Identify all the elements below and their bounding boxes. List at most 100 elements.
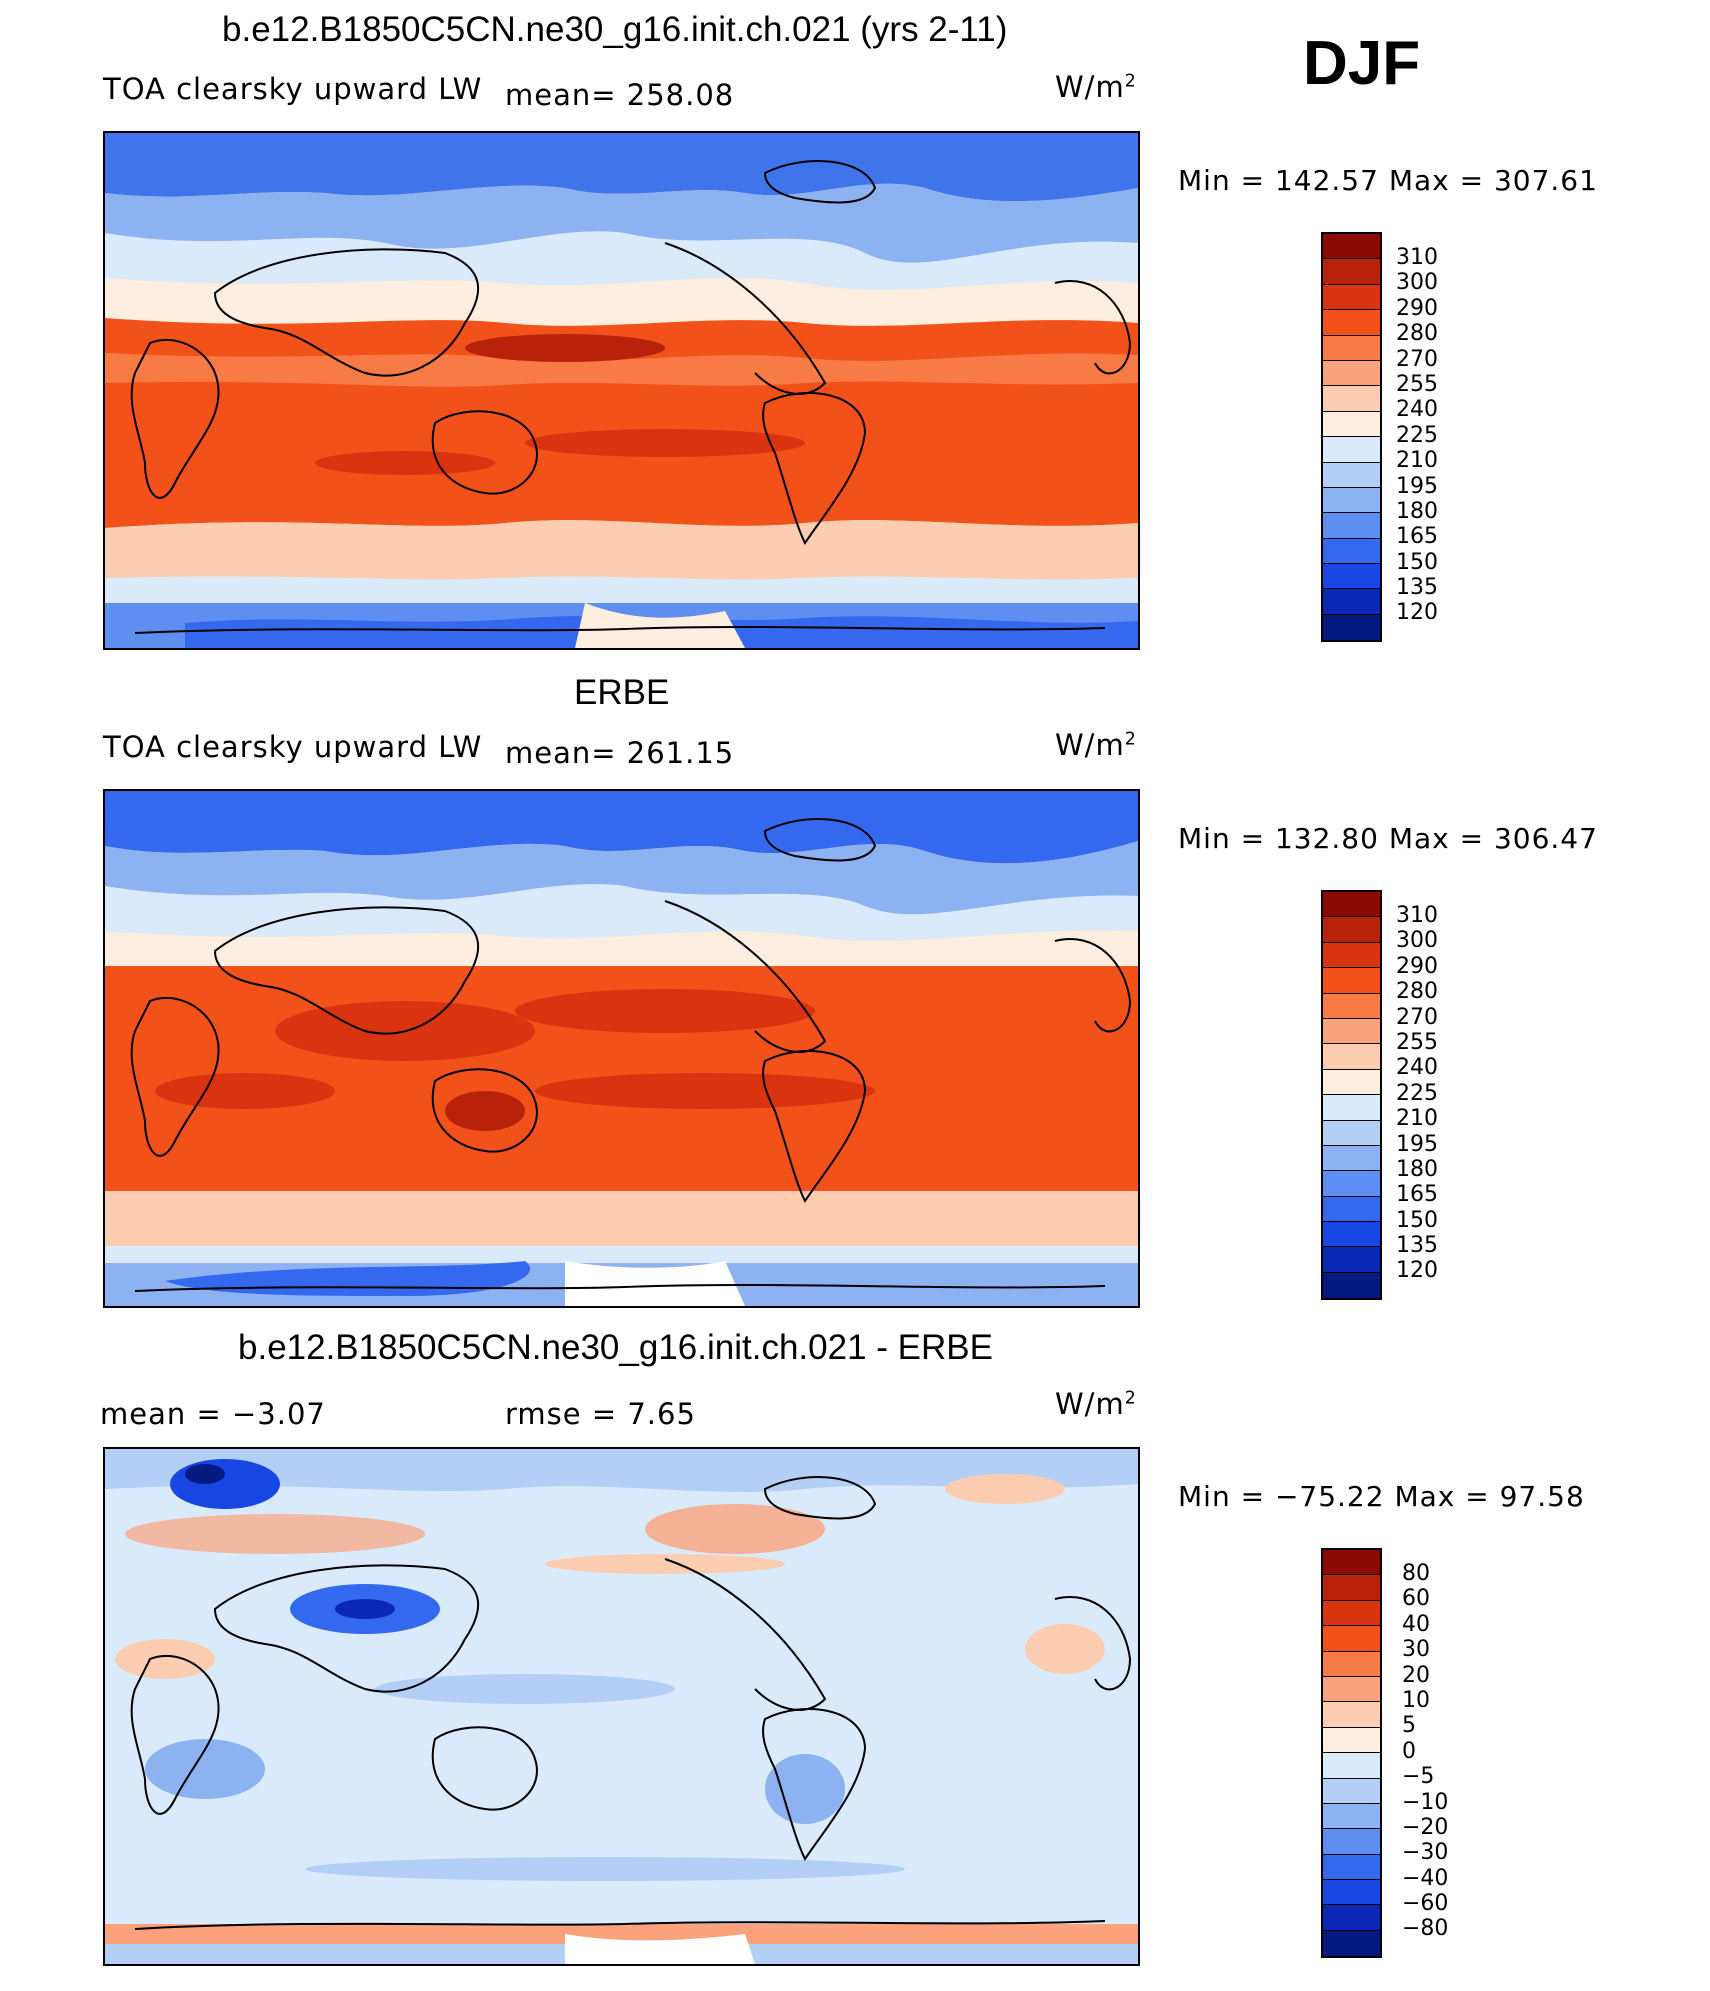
panel2-colorbar-seg — [1323, 1120, 1380, 1146]
panel2-tick: 180 — [1396, 1156, 1438, 1182]
panel1-minmax: Min = 142.57 Max = 307.61 — [1178, 164, 1598, 197]
panel3-colorbar-seg — [1323, 1753, 1380, 1779]
panel3-minmax: Min = −75.22 Max = 97.58 — [1178, 1480, 1585, 1513]
panel2-hot-pacific — [515, 989, 815, 1033]
panel3-map — [103, 1447, 1140, 1966]
panel1-colorbar-seg — [1323, 386, 1380, 412]
panel2-colorbar-seg — [1323, 968, 1380, 994]
panel1-colorbar-seg — [1323, 234, 1380, 260]
panel2-band-southocean — [105, 1246, 1138, 1263]
panel1-tick: 165 — [1396, 524, 1438, 550]
panel1-colorbar-seg — [1323, 513, 1380, 539]
panel2-colorbar-seg — [1323, 1171, 1380, 1197]
panel3-tick: 10 — [1402, 1687, 1430, 1713]
panel3-cool-southern — [305, 1857, 905, 1881]
panel2-coastlines — [130, 818, 1132, 1292]
panel1-colorbar-seg — [1323, 589, 1380, 615]
panel2-band-subarctic — [105, 841, 1138, 915]
panel2-band-midlat — [105, 884, 1138, 941]
panel2-colorbar-seg — [1323, 892, 1380, 918]
panel2-title: ERBE — [574, 673, 670, 712]
panel3-tick: −80 — [1402, 1916, 1449, 1942]
panel3-colorbar-seg — [1323, 1778, 1380, 1804]
panel1-band-subtropics — [105, 353, 1138, 387]
panel1-map — [103, 131, 1140, 650]
panel1-tick: 195 — [1396, 473, 1438, 499]
panel3-warm-eurasia — [125, 1514, 425, 1554]
panel3-cold-greenland — [170, 1459, 280, 1509]
panel3-tick: 80 — [1402, 1561, 1430, 1586]
panel2-unit: W/m2 — [1055, 728, 1137, 762]
panel2-hot-indian — [155, 1073, 335, 1109]
panel3-ross — [565, 1934, 755, 1964]
panel3-mean: mean = −3.07 — [100, 1397, 326, 1431]
panel3-tick: 60 — [1402, 1586, 1430, 1612]
panel1-tick: 135 — [1396, 575, 1438, 601]
panel2-variable-label: TOA clearsky upward LW — [103, 730, 483, 764]
panel1-colorbar-seg — [1323, 411, 1380, 438]
panel1-colorbar — [1321, 232, 1382, 643]
panel2-tick: 310 — [1396, 903, 1438, 928]
panel2-tick: 120 — [1396, 1258, 1438, 1284]
panel3-colorbar-seg — [1323, 1829, 1380, 1855]
panel3-cold-greenland-core — [185, 1464, 225, 1484]
panel2-colorbar-seg — [1323, 1272, 1380, 1299]
panel3-tick: −5 — [1402, 1764, 1435, 1790]
panel2-minmax: Min = 132.80 Max = 306.47 — [1178, 822, 1598, 855]
panel3-warm-antarctic-edge — [105, 1924, 1138, 1944]
panel3-warm-sahara — [115, 1639, 215, 1679]
panel2-colorbar-seg — [1323, 942, 1380, 969]
panel1-unit: W/m2 — [1055, 70, 1137, 104]
panel1-mean: mean= 258.08 — [505, 78, 735, 112]
panel1-tick: 300 — [1396, 270, 1438, 296]
panel3-coastlines — [130, 1476, 1132, 1930]
panel1-tick: 280 — [1396, 321, 1438, 347]
panel2-band-cool — [105, 930, 1138, 966]
panel2-colorbar — [1321, 890, 1382, 1301]
panel2-colorbar-seg — [1323, 1247, 1380, 1273]
panel2-tick: 290 — [1396, 953, 1438, 979]
panel1-hot-spac — [525, 429, 805, 457]
panel1-colorbar-seg — [1323, 614, 1380, 641]
panel3-warm-atlantic — [945, 1474, 1065, 1504]
panel3-tick: 30 — [1402, 1637, 1430, 1663]
panel1-tick: 225 — [1396, 422, 1438, 448]
panel1-variable-label: TOA clearsky upward LW — [103, 72, 483, 106]
panel2-colorbar-seg — [1323, 1196, 1380, 1223]
panel1-title: b.e12.B1850C5CN.ne30_g16.init.ch.021 (yr… — [222, 10, 1008, 49]
panel2-tick: 255 — [1396, 1029, 1438, 1055]
panel3-tick: 40 — [1402, 1611, 1430, 1637]
panel2-ross — [565, 1261, 745, 1306]
panel2-map — [103, 789, 1140, 1308]
panel1-tick: 150 — [1396, 549, 1438, 575]
panel2-hot-australia — [445, 1091, 525, 1131]
panel3-cool-tropics — [375, 1674, 675, 1704]
panel1-colorbar-seg — [1323, 462, 1380, 488]
panel1-colorbar-ticks: 310 300 290 280 270 255 240 225 210 195 … — [1396, 245, 1438, 626]
panel3-warm-namerica — [645, 1504, 825, 1554]
panel1-colorbar-seg — [1323, 360, 1380, 387]
panel2-hot-spac — [535, 1073, 875, 1109]
panel1-colorbar-seg — [1323, 487, 1380, 514]
panel1-tick: 180 — [1396, 498, 1438, 524]
panel3-tick: −30 — [1402, 1840, 1449, 1866]
panel3-tick: −20 — [1402, 1814, 1449, 1840]
panel3-unit: W/m2 — [1055, 1387, 1137, 1421]
panel2-mean: mean= 261.15 — [505, 736, 735, 770]
panel3-tick: −40 — [1402, 1865, 1449, 1891]
panel2-band-southern — [105, 1191, 1138, 1246]
panel2-colorbar-seg — [1323, 1018, 1380, 1045]
panel2-band-arctic — [105, 791, 1138, 864]
panel1-band-southocean — [105, 576, 1138, 603]
panel1-band-midlat — [105, 231, 1138, 291]
panel3-colorbar-seg — [1323, 1600, 1380, 1627]
panel1-hot-pacific — [465, 334, 665, 362]
panel1-ross — [575, 603, 745, 648]
panel2-colorbar-seg — [1323, 1095, 1380, 1121]
panel2-colorbar-seg — [1323, 917, 1380, 943]
panel3-cold-samerica — [765, 1754, 845, 1824]
panel1-colorbar-seg — [1323, 284, 1380, 311]
panel1-colorbar-seg — [1323, 538, 1380, 565]
panel1-band-southern — [105, 520, 1138, 580]
panel1-hot-indian — [315, 451, 495, 475]
